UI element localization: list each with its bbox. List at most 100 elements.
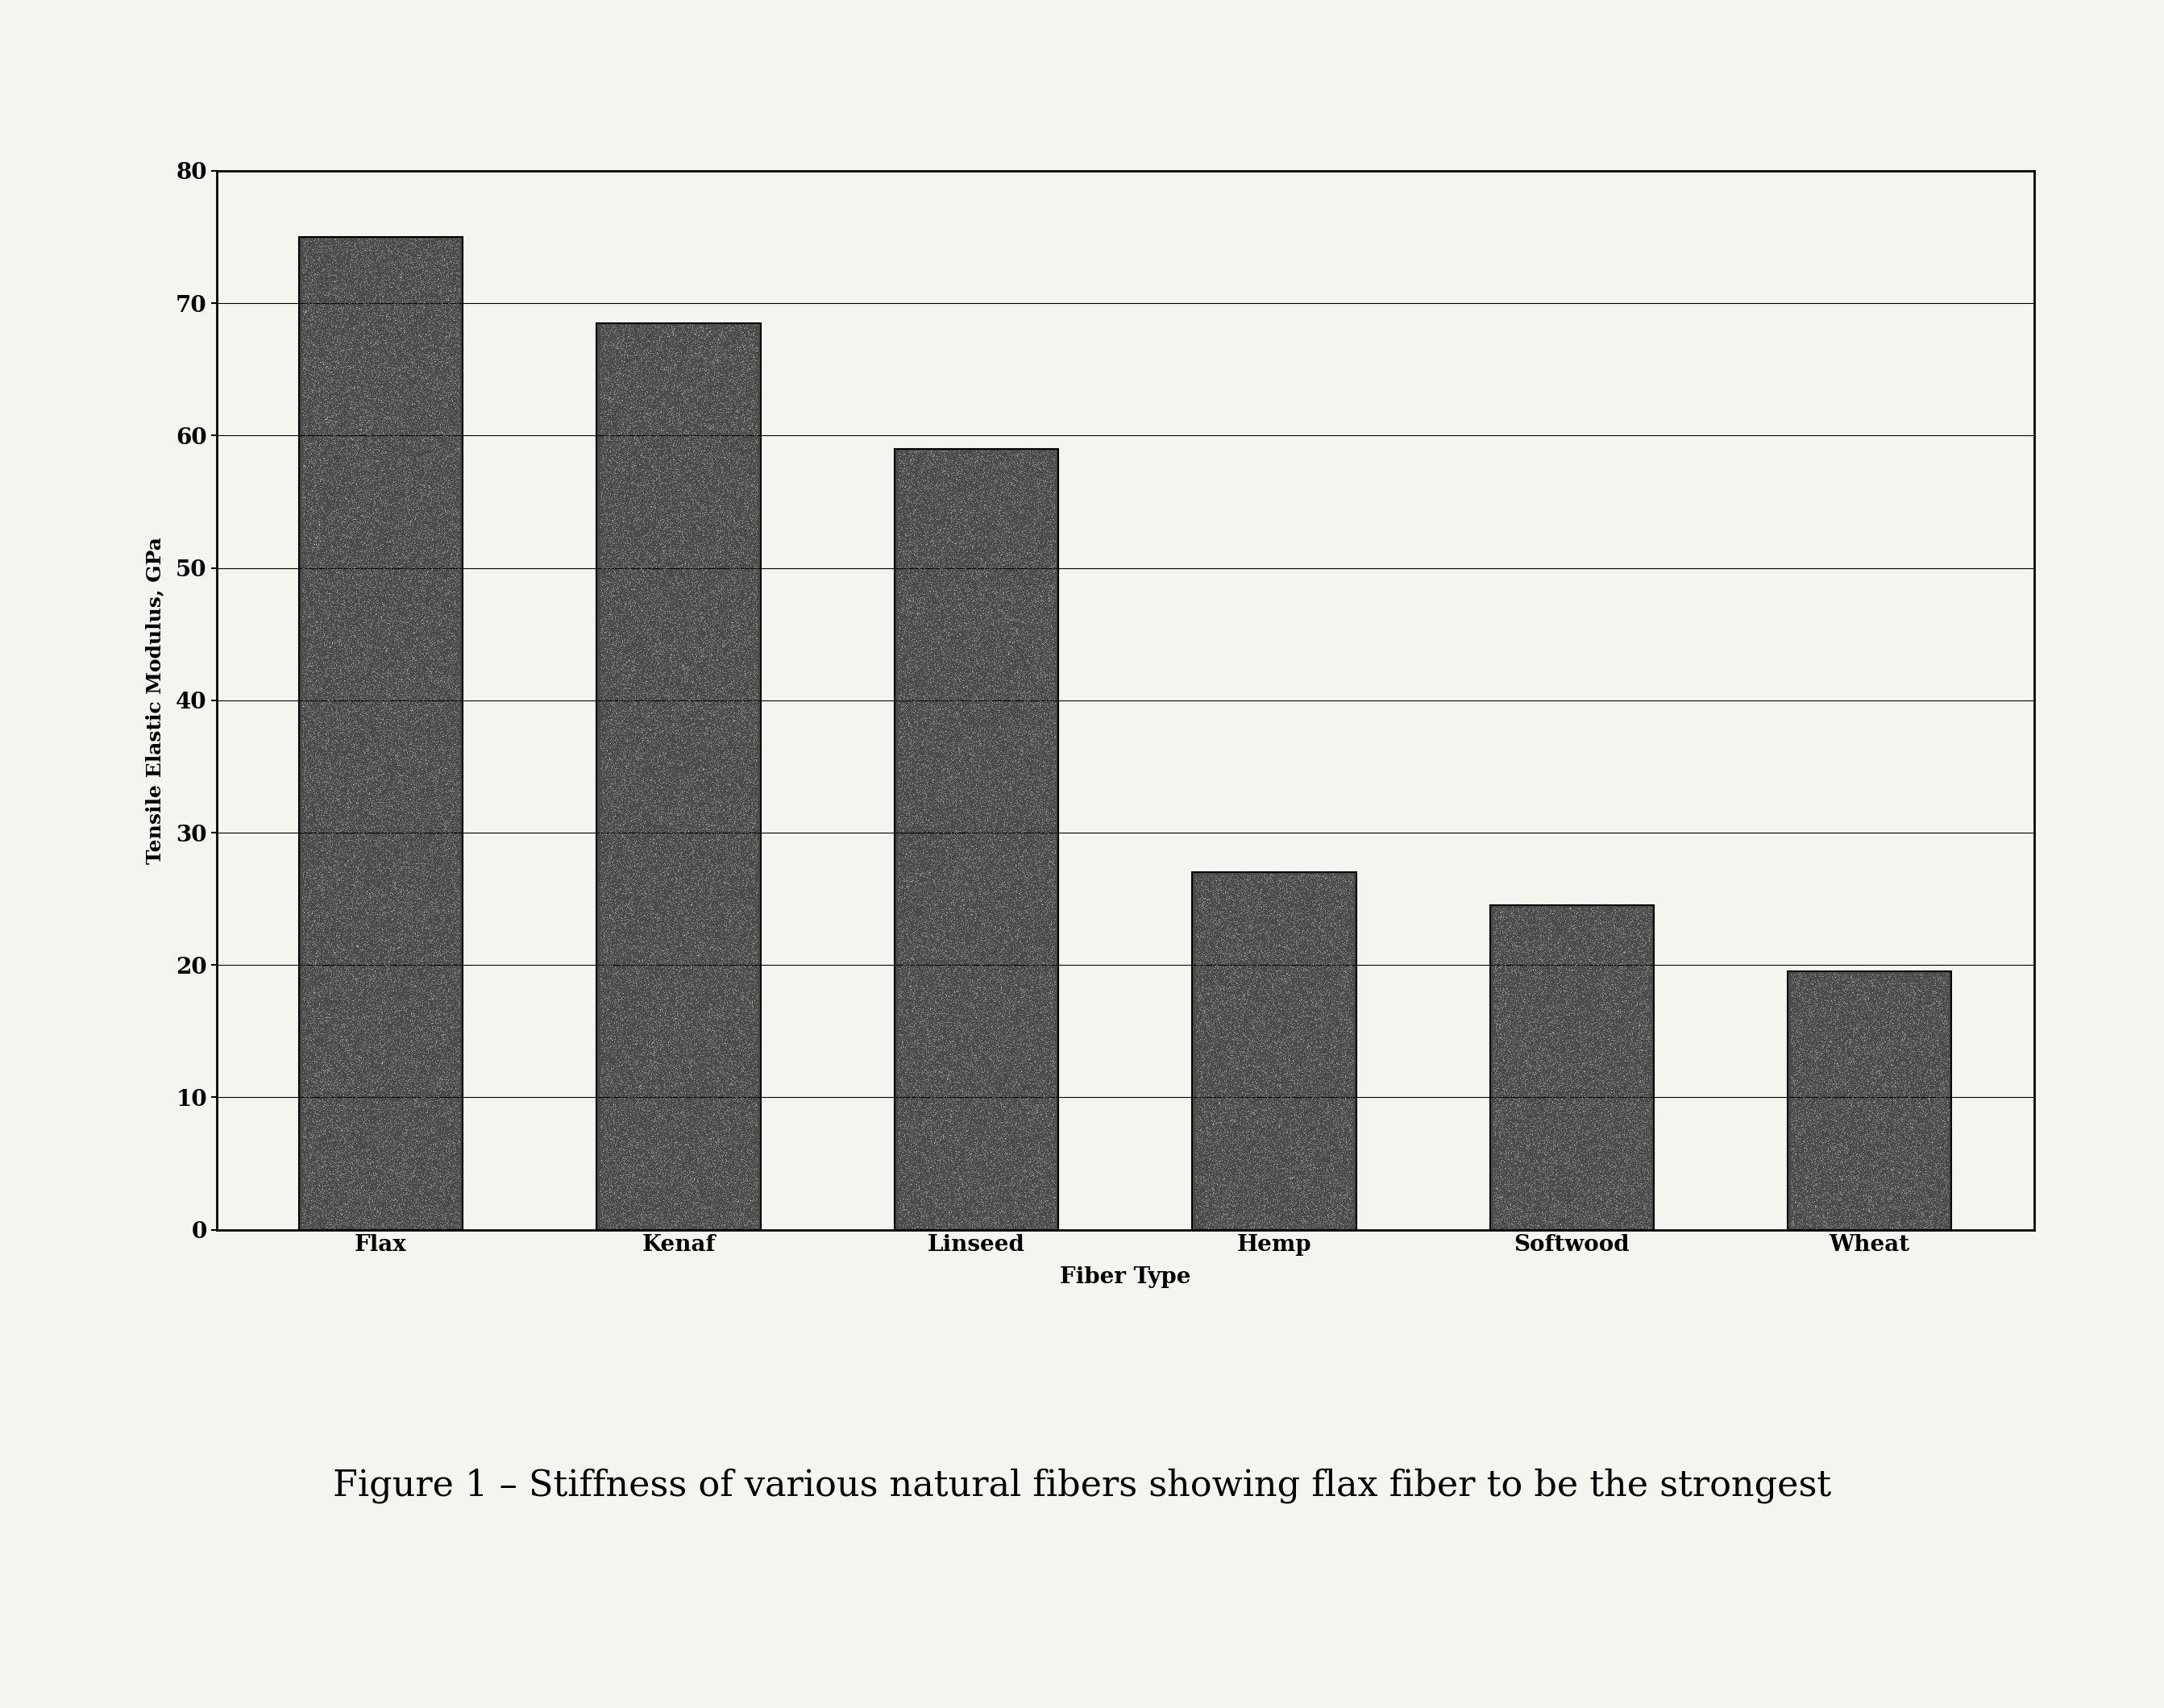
- Point: [1279, 1129, 1314, 1156]
- Point: [1809, 1103, 1844, 1131]
- Point: [705, 820, 740, 847]
- Point: [1262, 893, 1296, 921]
- Point: [991, 1179, 1026, 1206]
- Point: [1011, 845, 1045, 873]
- Point: [937, 898, 972, 926]
- Point: [963, 777, 998, 804]
- Point: [673, 1127, 708, 1155]
- Point: [591, 746, 625, 774]
- Point: [896, 740, 931, 767]
- Point: [1913, 1172, 1948, 1199]
- Point: [390, 1155, 424, 1182]
- Point: [353, 1199, 387, 1226]
- Point: [673, 560, 708, 588]
- Point: [426, 1148, 461, 1175]
- Point: [1184, 1201, 1218, 1228]
- Point: [883, 1056, 918, 1083]
- Point: [1586, 1141, 1621, 1168]
- Point: [1316, 861, 1350, 888]
- Point: [643, 741, 677, 769]
- Point: [379, 1059, 413, 1086]
- Point: [710, 611, 744, 639]
- Point: [318, 552, 353, 579]
- Point: [1617, 933, 1651, 960]
- Point: [731, 1100, 766, 1127]
- Point: [922, 921, 956, 948]
- Point: [355, 395, 390, 422]
- Point: [359, 825, 394, 852]
- Point: [398, 263, 433, 290]
- Point: [915, 770, 950, 798]
- Point: [342, 591, 377, 618]
- Point: [1500, 1175, 1534, 1202]
- Point: [619, 461, 654, 488]
- Point: [342, 777, 377, 804]
- Point: [1601, 1032, 1636, 1059]
- Point: [1013, 1023, 1047, 1050]
- Point: [413, 711, 448, 738]
- Point: [372, 565, 407, 593]
- Point: [1857, 1103, 1891, 1131]
- Point: [718, 524, 753, 552]
- Point: [697, 1190, 731, 1218]
- Point: [357, 755, 392, 782]
- Point: [610, 499, 645, 526]
- Point: [950, 451, 985, 478]
- Point: [1528, 931, 1562, 958]
- Point: [630, 681, 664, 709]
- Point: [1240, 1160, 1275, 1187]
- Point: [900, 506, 935, 533]
- Point: [1019, 560, 1054, 588]
- Point: [1500, 1020, 1534, 1047]
- Point: [305, 497, 340, 524]
- Point: [329, 997, 364, 1025]
- Point: [636, 820, 671, 847]
- Point: [978, 1035, 1013, 1062]
- Point: [621, 565, 656, 593]
- Point: [671, 769, 705, 796]
- Point: [1567, 1062, 1601, 1090]
- Point: [418, 570, 452, 598]
- Point: [1876, 1050, 1911, 1078]
- Point: [1026, 528, 1060, 555]
- Point: [1534, 904, 1569, 931]
- Point: [1026, 1180, 1060, 1208]
- Point: [591, 849, 625, 876]
- Point: [1554, 927, 1588, 955]
- Point: [699, 652, 734, 680]
- Point: [638, 446, 673, 473]
- Point: [710, 758, 744, 786]
- Point: [723, 822, 757, 849]
- Point: [1229, 900, 1264, 927]
- Point: [431, 697, 465, 724]
- Point: [1246, 892, 1281, 919]
- Point: [357, 600, 392, 627]
- Point: [1883, 991, 1917, 1018]
- Point: [998, 483, 1032, 511]
- Point: [405, 251, 439, 278]
- Point: [1285, 886, 1320, 914]
- Point: [1311, 997, 1346, 1025]
- Point: [1489, 909, 1523, 936]
- Point: [435, 1127, 470, 1155]
- Point: [907, 593, 941, 620]
- Point: [723, 950, 757, 977]
- Point: [630, 724, 664, 752]
- Point: [654, 1156, 688, 1184]
- Point: [441, 1011, 476, 1038]
- Point: [331, 1009, 366, 1037]
- Point: [625, 763, 660, 791]
- Point: [926, 494, 961, 521]
- Point: [972, 659, 1006, 687]
- Point: [1493, 1129, 1528, 1156]
- Point: [1513, 1008, 1547, 1035]
- Point: [1015, 1187, 1050, 1214]
- Point: [437, 1093, 472, 1120]
- Point: [435, 888, 470, 915]
- Point: [959, 627, 993, 654]
- Point: [344, 815, 379, 842]
- Point: [985, 714, 1019, 741]
- Point: [677, 630, 712, 658]
- Point: [301, 1020, 335, 1047]
- Point: [1582, 922, 1617, 950]
